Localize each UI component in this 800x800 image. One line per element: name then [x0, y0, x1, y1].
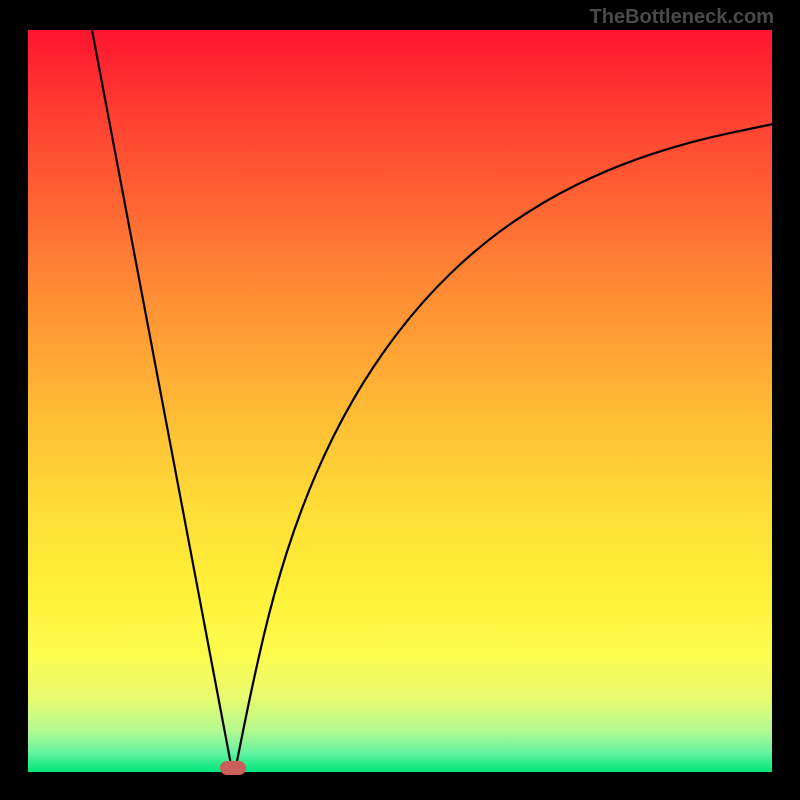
watermark-text: TheBottleneck.com	[590, 6, 774, 29]
bottleneck-curve	[92, 30, 772, 772]
curve-layer	[28, 30, 772, 772]
chart-container: { "meta": { "source_watermark": "TheBott…	[0, 0, 800, 800]
plot-area	[28, 30, 772, 772]
optimal-marker	[220, 761, 246, 775]
